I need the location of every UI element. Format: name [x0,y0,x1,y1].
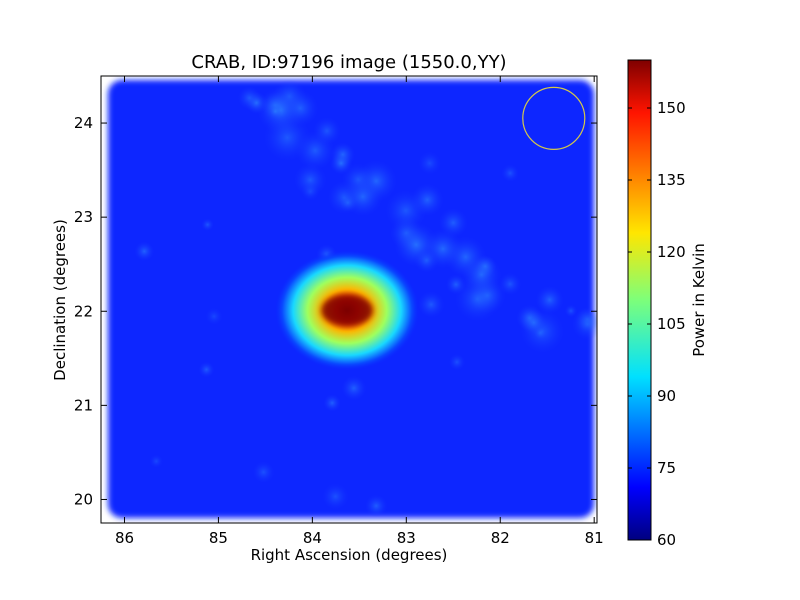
emission-blob [198,361,215,378]
emission-blob [322,483,349,510]
colorbar-tick-label: 90 [657,387,676,405]
crab-source [275,250,420,371]
emission-blob [414,248,439,273]
emission-blob [417,291,445,318]
heatmap-image [101,76,597,523]
x-tick-label: 86 [115,529,134,547]
emission-blob [385,190,427,232]
emission-blob [533,326,547,340]
x-axis-ticks: 86 85 84 83 82 81 [115,76,604,547]
colorbar-tick-label: 135 [657,171,686,189]
colorbar-tick-label: 105 [657,315,686,333]
emission-blob [501,164,519,182]
emission-blob [201,218,214,231]
colorbar-ticks: 60 75 90 105 120 135 150 [628,99,686,549]
emission-blob [498,272,522,296]
colorbar-tick-label: 150 [657,99,686,117]
emission-blob [365,494,388,517]
emission-blob [252,461,275,483]
emission-blob [461,254,502,295]
background-emission [134,79,597,517]
emission-blob [535,285,564,314]
plot-frame [100,75,598,524]
y-tick-label: 22 [74,302,93,320]
beam-circle [522,86,586,150]
x-tick-label: 85 [209,529,228,547]
y-tick-label: 21 [74,396,93,414]
emission-blob [341,375,367,401]
colorbar-tick-label: 120 [657,243,686,261]
colorbar-label: Power in Kelvin [690,243,708,357]
x-axis-label: Right Ascension (degrees) [251,546,448,564]
colorbar-tick-label: 75 [657,459,676,477]
x-tick-label: 84 [303,529,322,547]
colorbar [627,59,652,541]
y-tick-label: 20 [74,490,93,508]
emission-blob [323,394,341,412]
emission-blob [418,151,442,175]
emission-blob [134,241,155,262]
emission-blob [338,193,358,212]
emission-blob [268,104,282,118]
emission-blob [301,182,320,201]
emission-blob [448,353,466,371]
x-tick-label: 81 [585,529,604,547]
x-tick-label: 83 [397,529,416,547]
y-axis-ticks: 20 21 22 23 24 [74,114,597,508]
source-core [321,294,374,327]
emission-blob [313,117,341,145]
chart-title: CRAB, ID:97196 image (1550.0,YY) [191,52,506,73]
colorbar-tick-label: 60 [657,531,676,549]
emission-blob [149,454,163,468]
y-axis-label: Declination (degrees) [51,219,69,381]
emission-blob [205,307,223,325]
y-tick-label: 23 [74,208,93,226]
emission-blob [564,304,578,318]
y-tick-label: 24 [74,114,93,132]
x-tick-label: 82 [491,529,510,547]
emission-blob [571,308,597,340]
